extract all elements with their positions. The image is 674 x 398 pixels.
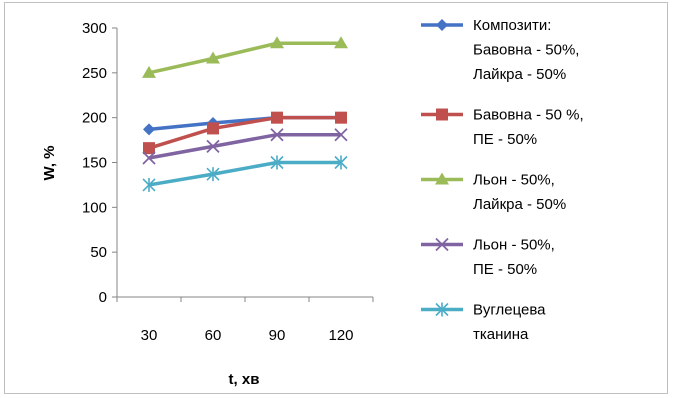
marker-stroke: [270, 128, 284, 142]
legend-label: Бавовна - 50 %,: [473, 107, 584, 124]
series-3: [142, 36, 348, 78]
x-axis-title: t, хв: [229, 371, 260, 388]
data-point: [334, 128, 348, 142]
data-point: [334, 36, 348, 49]
data-point: [334, 155, 348, 170]
series-5: [142, 155, 348, 192]
series-line: [148, 41, 341, 75]
legend-label: Вуглецева: [473, 302, 546, 319]
data-point: [206, 167, 220, 182]
x-tick-label: 60: [205, 327, 222, 344]
data-point: [142, 65, 156, 78]
data-point: [207, 122, 219, 135]
y-tick-label: 0: [99, 289, 107, 306]
y-tick-label: 150: [82, 155, 107, 172]
series-line: [148, 115, 341, 150]
legend: Композити: Бавовна - 50%, Лайкра - 50% Баво…: [421, 17, 584, 343]
legend-item-3: Льон - 50%, Лайкра - 50%: [421, 172, 566, 213]
y-axis-title: W, %: [41, 145, 58, 180]
y-tick-label: 50: [90, 244, 107, 261]
x-tick-label: 30: [141, 327, 158, 344]
series-line: [148, 160, 341, 187]
marker-stroke: [334, 128, 348, 142]
legend-label: тканина: [473, 326, 529, 343]
legend-item-5: Вуглецева тканина: [421, 302, 546, 343]
chart-frame: [4, 2, 668, 394]
series-line: [148, 132, 341, 160]
data-point: [270, 128, 284, 142]
data-point: [206, 51, 220, 64]
series-4: [142, 128, 348, 165]
x-tick-label: 120: [328, 327, 353, 344]
data-point: [143, 142, 155, 155]
data-point: [270, 155, 284, 170]
marker-stroke: [206, 139, 220, 153]
data-point: [271, 111, 283, 124]
data-point: [436, 19, 448, 31]
data-point: [206, 139, 220, 153]
legend-label: ПЕ - 50%: [473, 261, 537, 278]
marker-stroke: [435, 237, 449, 252]
y-tick-label: 100: [82, 199, 107, 216]
x-tick-label: 90: [269, 327, 286, 344]
legend-label: Льон - 50%,: [473, 172, 555, 189]
legend-label: Композити:: [473, 17, 551, 34]
y-tick-label: 250: [82, 65, 107, 82]
legend-label: Лайкра - 50%: [473, 196, 566, 213]
data-point: [143, 123, 155, 136]
y-tick-label: 200: [82, 110, 107, 127]
data-point: [435, 172, 449, 185]
series-layer: [142, 36, 348, 192]
data-point: [142, 151, 156, 165]
legend-label: ПЕ - 50%: [473, 131, 537, 148]
marker-stroke: [142, 151, 156, 165]
data-point: [436, 108, 448, 121]
data-point: [335, 111, 347, 124]
legend-item-4: Льон - 50%, ПЕ - 50%: [421, 237, 555, 278]
legend-label: Бавовна - 50%,: [473, 42, 579, 59]
data-point: [142, 177, 156, 192]
legend-item-1: Композити: Бавовна - 50%, Лайкра - 50%: [421, 17, 579, 83]
legend-label: Лайкра - 50%: [473, 66, 566, 83]
y-tick-label: 300: [82, 20, 107, 37]
data-point: [435, 237, 449, 252]
data-point: [435, 302, 449, 317]
legend-item-2: Бавовна - 50 %, ПЕ - 50%: [421, 107, 584, 148]
legend-label: Льон - 50%,: [473, 237, 555, 254]
data-point: [270, 36, 284, 49]
series-2: [143, 111, 347, 155]
plot-area: 0 50 100 150 200 250 300 30 60 90 120: [82, 20, 374, 344]
